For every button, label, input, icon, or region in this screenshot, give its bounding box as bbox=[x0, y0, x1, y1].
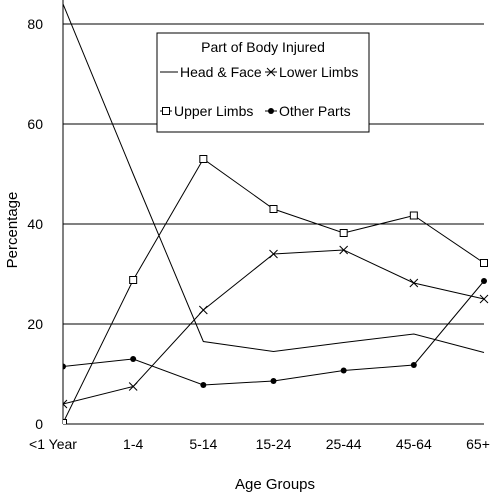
legend-label: Lower Limbs bbox=[279, 64, 358, 80]
x-marker bbox=[269, 249, 278, 259]
x-axis-title: Age Groups bbox=[235, 476, 315, 493]
x-marker bbox=[128, 382, 138, 391]
legend-label: Other Parts bbox=[279, 103, 351, 119]
series-lower-limbs bbox=[63, 245, 489, 409]
square-marker bbox=[269, 205, 278, 213]
dot-marker bbox=[270, 378, 277, 384]
legend-item: Head & Face bbox=[160, 64, 262, 80]
square-marker bbox=[162, 107, 170, 115]
y-axis-title: Percentage bbox=[4, 192, 21, 269]
legend-item: Lower Limbs bbox=[265, 64, 358, 80]
series-head-face bbox=[63, 3, 485, 353]
tick-labels: 0 20 40 60 80 <1 Year 1-4 5-14 15-24 25-44 45-64 65… bbox=[27, 16, 489, 452]
square-marker bbox=[339, 229, 348, 237]
y-tick-label: 0 bbox=[35, 416, 43, 432]
y-tick-label: 80 bbox=[27, 16, 43, 32]
x-marker bbox=[266, 67, 276, 77]
series-upper-limbs bbox=[63, 155, 488, 424]
series bbox=[63, 3, 489, 424]
dot-marker bbox=[200, 382, 207, 388]
legend-box bbox=[156, 32, 370, 133]
x-tick-label: 25-44 bbox=[326, 436, 362, 452]
square-marker bbox=[129, 276, 138, 284]
x-marker bbox=[409, 278, 419, 288]
y-tick-label: 40 bbox=[27, 216, 43, 232]
legend-item: Other Parts bbox=[265, 103, 351, 119]
square-marker bbox=[480, 259, 488, 267]
x-tick-label: 1-4 bbox=[123, 436, 143, 452]
x-tick-label: 15-24 bbox=[256, 436, 292, 452]
series-line-head-face bbox=[63, 3, 485, 353]
legend-title: Part of Body Injured bbox=[201, 39, 325, 55]
legend: Part of Body Injured Head & Face Lower Li… bbox=[156, 32, 370, 133]
series-other-parts bbox=[63, 278, 487, 388]
square-marker bbox=[199, 155, 208, 163]
dot-marker bbox=[340, 367, 347, 374]
y-tick-label: 60 bbox=[27, 116, 43, 132]
x-marker bbox=[339, 245, 349, 255]
dot-marker bbox=[268, 108, 274, 114]
x-tick-label: 5-14 bbox=[189, 436, 217, 452]
y-tick-label: 20 bbox=[27, 316, 43, 332]
dot-marker bbox=[130, 356, 137, 362]
x-marker bbox=[198, 305, 208, 315]
dot-marker bbox=[410, 362, 417, 368]
x-tick-label: <1 Year bbox=[29, 436, 77, 452]
dot-marker bbox=[481, 278, 487, 284]
dot-marker bbox=[63, 363, 66, 370]
x-tick-label: 65+ bbox=[466, 436, 490, 452]
axes bbox=[62, 0, 484, 425]
x-tick-label: 45-64 bbox=[396, 436, 432, 452]
legend-label: Head & Face bbox=[180, 64, 262, 80]
legend-label: Upper Limbs bbox=[174, 103, 253, 119]
square-marker bbox=[409, 211, 418, 220]
x-marker bbox=[63, 399, 68, 409]
square-marker bbox=[63, 419, 67, 424]
x-marker bbox=[479, 294, 489, 304]
series-line-other-parts bbox=[63, 280, 485, 386]
legend-item: Upper Limbs bbox=[160, 103, 253, 119]
